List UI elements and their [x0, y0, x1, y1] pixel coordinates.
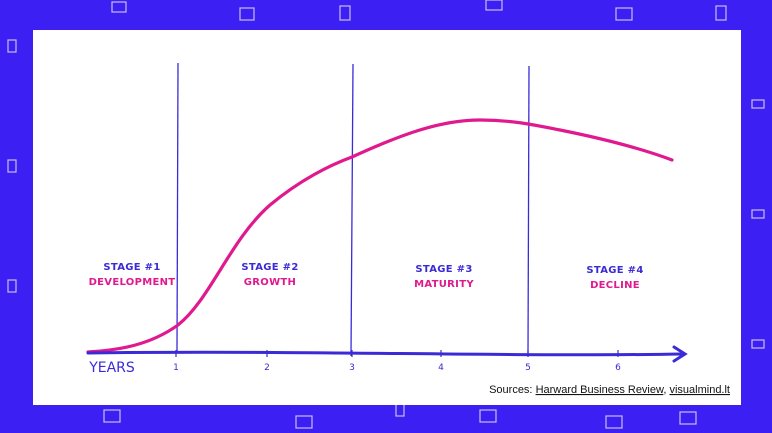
stage-number: STAGE #1 [103, 262, 160, 273]
tick-label: 5 [525, 363, 531, 373]
axis-label: YEARS [88, 360, 135, 376]
stage-number: STAGE #3 [415, 264, 472, 275]
tick-label: 3 [349, 363, 355, 373]
life-cycle-curve [86, 118, 674, 354]
divider [176, 62, 179, 353]
stage-labels: STAGE #1 DEVELOPMENT STAGE #2 GROWTH STAGE #… [89, 262, 644, 291]
axis-arrow [672, 345, 688, 363]
source-link[interactable]: Harward Business Review [536, 384, 664, 396]
stage-name: DEVELOPMENT [89, 277, 176, 288]
tick-label: 4 [438, 363, 444, 373]
divider [527, 65, 530, 356]
background-icons [7, 0, 765, 429]
sources-separator: , [663, 384, 666, 396]
stage-name: GROWTH [244, 277, 296, 288]
tick-label: 1 [173, 363, 179, 373]
stage-name: DECLINE [590, 280, 640, 291]
stage-number: STAGE #2 [241, 262, 298, 273]
stage-name: MATURITY [414, 279, 474, 290]
tick-label: 2 [264, 363, 270, 373]
tick-label: 6 [615, 363, 621, 373]
sources-prefix: Sources: [489, 384, 532, 396]
divider [350, 63, 354, 357]
panel [33, 30, 741, 405]
sources: Sources: Harward Business Review, visual… [489, 384, 730, 396]
stage-dividers [176, 62, 530, 357]
source-link[interactable]: visualmind.lt [669, 384, 730, 396]
stage-number: STAGE #4 [586, 265, 643, 276]
axis-ticks: 1 2 3 4 5 6 [173, 350, 621, 373]
